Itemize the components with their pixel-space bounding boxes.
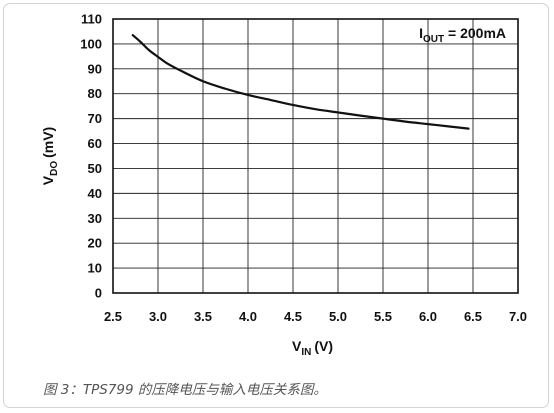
x-tick-label: 4.0 (239, 309, 257, 324)
x-axis-label-unit: (V) (314, 338, 333, 354)
figure-frame (3, 3, 549, 408)
x-tick-label: 5.0 (329, 309, 347, 324)
annotation-main: I (419, 25, 423, 41)
x-tick-label: 2.5 (104, 309, 122, 324)
annotation-rest: = 200mA (444, 25, 506, 41)
y-tick-label: 80 (88, 86, 102, 101)
annotation-iout: IOUT = 200mA (419, 25, 506, 45)
y-tick-label: 50 (88, 161, 102, 176)
y-axis-label-sub: DO (49, 161, 60, 176)
grid-lines (112, 18, 519, 294)
y-axis-label-main: V (40, 175, 56, 185)
series-line (131, 34, 470, 130)
figure-caption: 图 3：TPS799 的压降电压与输入电压关系图。 (43, 382, 327, 398)
x-axis-label-main: V (292, 338, 302, 354)
x-tick-label: 3.5 (194, 309, 212, 324)
y-tick-label: 40 (88, 186, 102, 201)
y-tick-label: 90 (88, 61, 102, 76)
x-tick-label: 3.0 (149, 309, 167, 324)
y-axis-label: VDO (mV) (40, 127, 60, 185)
annotation-sub: OUT (423, 34, 444, 45)
x-tick-label: 7.0 (509, 309, 527, 324)
dropout-voltage-chart: 2.5 3.0 3.5 4.0 4.5 5.0 5.5 6.0 6.5 7.0 0 10 20 30 40… (40, 12, 527, 359)
x-tick-label: 6.5 (464, 309, 482, 324)
x-axis-label-sub: IN (301, 347, 311, 358)
y-tick-label: 30 (88, 211, 102, 226)
y-tick-label: 20 (88, 236, 102, 251)
y-tick-label: 110 (81, 12, 102, 27)
y-tick-label: 60 (88, 136, 102, 151)
x-tick-labels: 2.5 3.0 3.5 4.0 4.5 5.0 5.5 6.0 6.5 7.0 (104, 309, 527, 324)
y-tick-label: 0 (95, 286, 102, 301)
y-tick-labels: 0 10 20 30 40 50 60 70 80 90 100 110 (80, 12, 102, 301)
plot-border (112, 18, 519, 294)
x-axis-label: VIN (V) (292, 338, 333, 358)
y-tick-label: 10 (88, 261, 102, 276)
y-tick-label: 100 (80, 36, 102, 51)
x-tick-label: 6.0 (419, 309, 437, 324)
y-tick-label: 70 (88, 111, 102, 126)
x-tick-label: 4.5 (284, 309, 302, 324)
x-tick-label: 5.5 (374, 309, 392, 324)
y-axis-label-unit: (mV) (40, 127, 56, 158)
